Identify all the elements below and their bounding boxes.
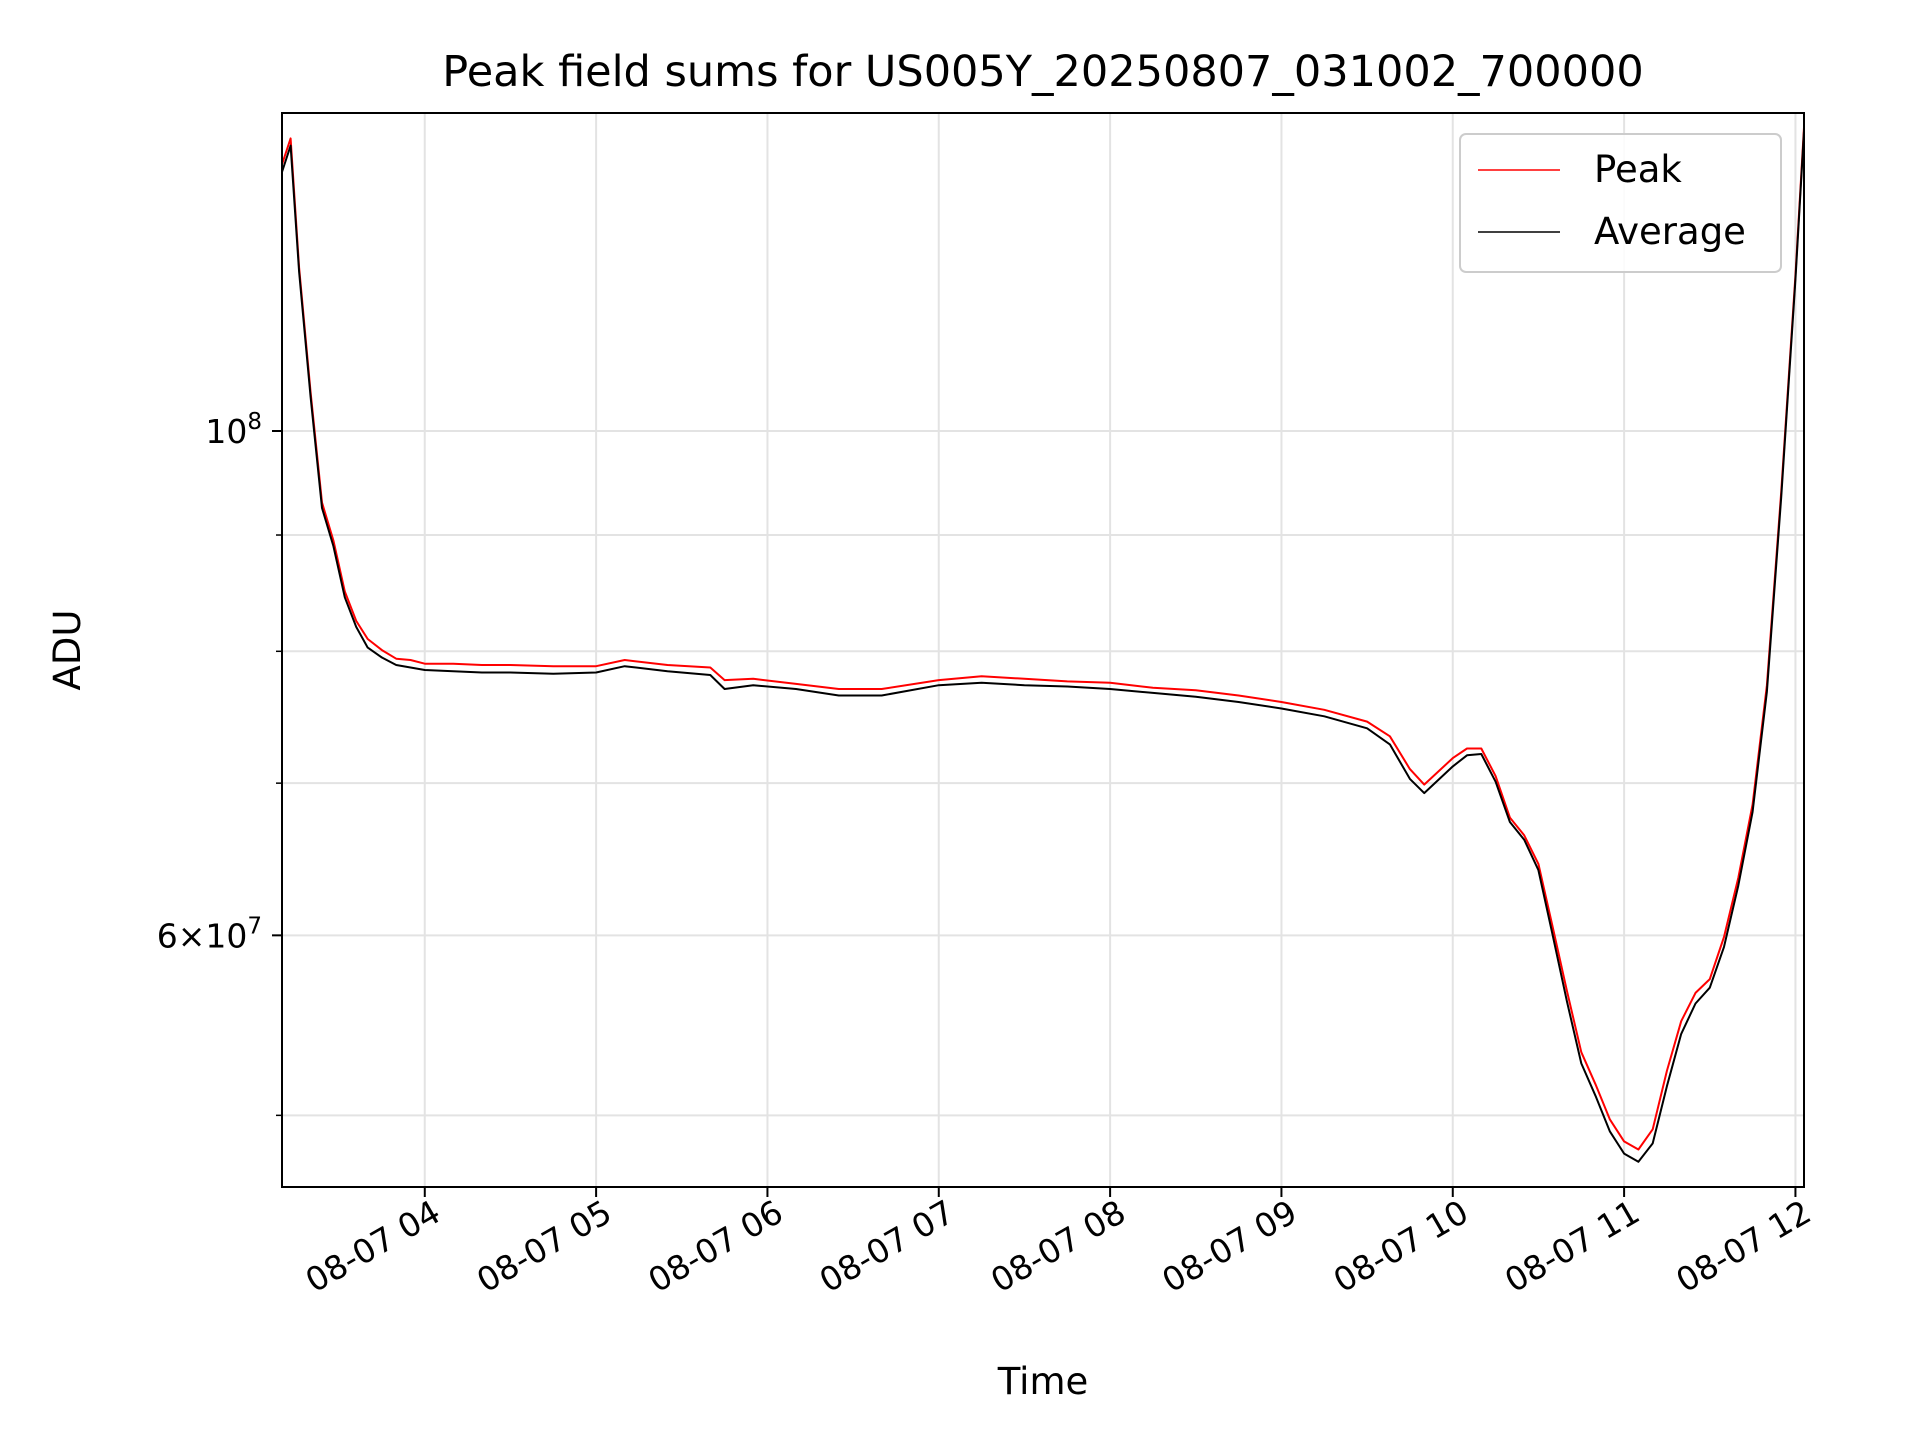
y-tick-label: 108 [205, 409, 262, 451]
legend-label-average: Average [1594, 210, 1746, 253]
legend-label-peak: Peak [1594, 148, 1682, 191]
legend-box [1459, 133, 1782, 273]
series-line-peak [281, 127, 1805, 1151]
legend: Peak Average [1459, 133, 1782, 273]
x-axis-label: Time [997, 1360, 1089, 1403]
series-group [281, 127, 1805, 1163]
y-axis-ticks: 108 6×107 [157, 409, 282, 1117]
chart-title: Peak field sums for US005Y_20250807_0310… [442, 47, 1643, 97]
y-tick-label: 6×107 [157, 913, 262, 955]
series-line-average [281, 131, 1805, 1163]
y-axis-label: ADU [46, 610, 89, 691]
plot-frame [281, 112, 1805, 1188]
